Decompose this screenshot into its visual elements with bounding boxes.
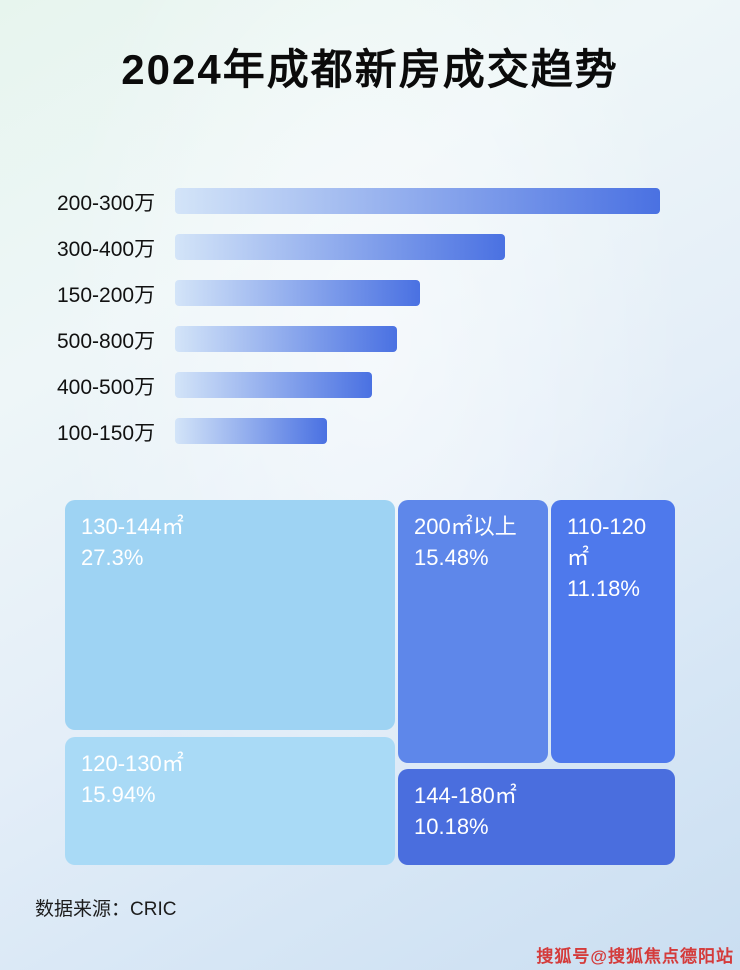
bar-row: 150-200万 [0, 280, 740, 307]
bar [175, 326, 397, 352]
bar [175, 234, 505, 260]
data-source: 数据来源：CRIC [35, 899, 177, 920]
treemap-block: 120-130㎡ 15.94% [65, 737, 395, 865]
bar [175, 188, 660, 214]
treemap-block-value: 15.94% [81, 781, 156, 807]
bar-label: 400-500万 [57, 375, 156, 399]
bar-row: 100-150万 [0, 418, 740, 445]
treemap-block-label: 144-180㎡ [414, 783, 517, 808]
price-range-bar-chart: 200-300万 300-400万 150-200万 500-800万 400-500万… [0, 0, 740, 470]
treemap-block-label: 110-120㎡ [567, 514, 647, 570]
page-title: 2024年成都新房成交趋势 [121, 46, 619, 93]
watermark: 搜狐号@搜狐焦点德阳站 [536, 947, 734, 966]
treemap-block: 200㎡以上 15.48% [398, 500, 548, 763]
treemap-block-label: 120-130㎡ [81, 751, 184, 776]
bar [175, 418, 327, 444]
bar-label: 100-150万 [57, 421, 156, 445]
bar-row: 400-500万 [0, 372, 740, 399]
treemap-block: 130-144㎡ 27.3% [65, 500, 395, 730]
bar-row: 300-400万 [0, 234, 740, 261]
treemap-block-label: 200㎡以上 [414, 514, 517, 539]
treemap-block: 110-120㎡ 11.18% [551, 500, 675, 763]
bar-row: 500-800万 [0, 326, 740, 353]
bar-label: 300-400万 [57, 237, 156, 261]
bar-row: 200-300万 [0, 188, 740, 215]
bar [175, 280, 420, 306]
bar-label: 150-200万 [57, 283, 156, 307]
treemap-block-value: 11.18% [567, 575, 640, 601]
treemap-block-label: 130-144㎡ [81, 514, 184, 539]
treemap-block-value: 10.18% [414, 813, 489, 839]
bar-label: 500-800万 [57, 329, 156, 353]
treemap-block: 144-180㎡ 10.18% [398, 769, 675, 865]
bar-label: 200-300万 [57, 191, 156, 215]
bar [175, 372, 372, 398]
treemap-block-value: 27.3% [81, 544, 144, 570]
treemap-block-value: 15.48% [414, 544, 489, 570]
